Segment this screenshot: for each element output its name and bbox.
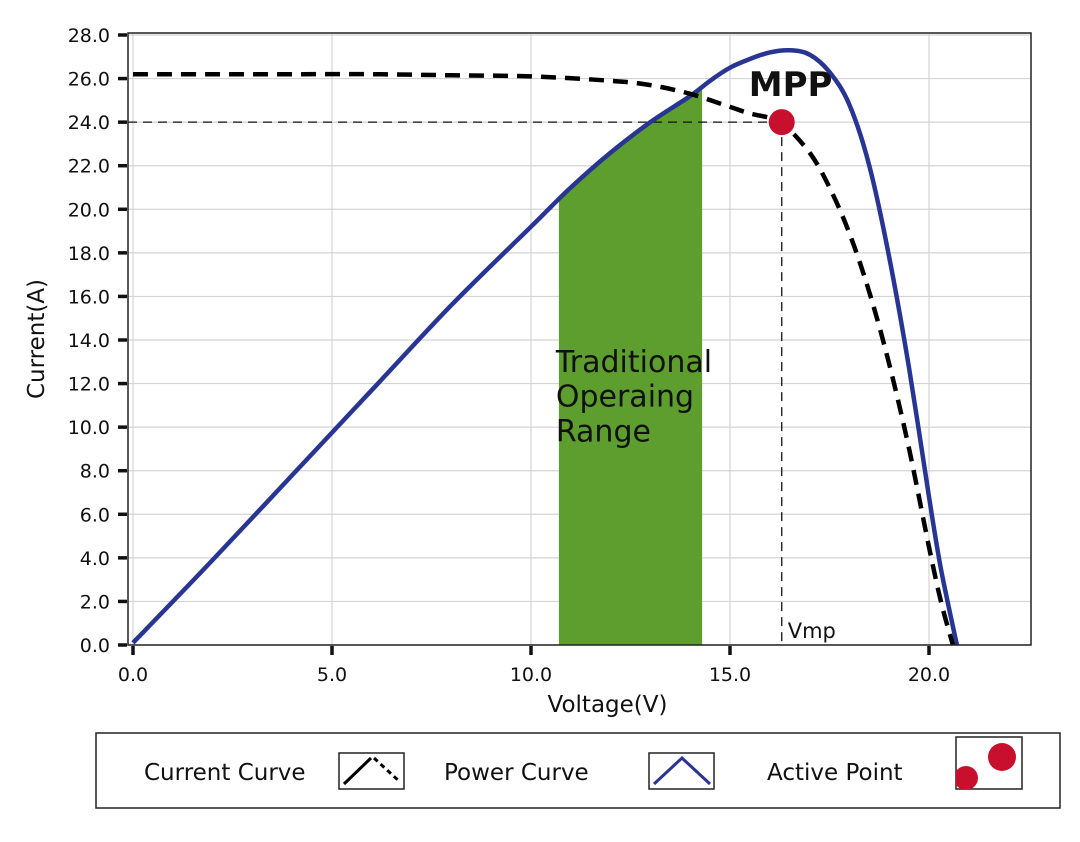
y-tick-label: 20.0 bbox=[68, 199, 110, 221]
y-tick-label: 6.0 bbox=[80, 504, 110, 526]
active-point-marker bbox=[768, 109, 795, 136]
y-tick-label: 28.0 bbox=[68, 25, 110, 47]
vmp-label: Vmp bbox=[788, 619, 836, 643]
current-curve-line bbox=[133, 71, 956, 646]
range-label-line-2: Operaing bbox=[556, 380, 694, 415]
y-tick-label: 16.0 bbox=[68, 286, 110, 308]
x-tick-label: 0.0 bbox=[118, 664, 148, 686]
y-tick-label: 14.0 bbox=[68, 330, 110, 352]
x-axis-title: Voltage(V) bbox=[548, 692, 668, 718]
mpp-guides bbox=[128, 121, 783, 645]
x-tick-label: 15.0 bbox=[709, 664, 751, 686]
y-tick-label: 24.0 bbox=[68, 112, 110, 134]
mpp-label: MPP bbox=[749, 65, 833, 105]
legend-label-current: Current Curve bbox=[144, 760, 306, 786]
legend-label-power: Power Curve bbox=[444, 760, 589, 786]
traditional-range-area bbox=[558, 86, 703, 645]
y-tick-label: 4.0 bbox=[80, 548, 110, 570]
y-tick-label: 10.0 bbox=[68, 417, 110, 439]
y-axis-title: Current(A) bbox=[24, 279, 50, 399]
legend: Current Curve Power Curve Active Point bbox=[95, 732, 1061, 809]
x-tick-label: 10.0 bbox=[510, 664, 552, 686]
y-tick-label: 12.0 bbox=[68, 374, 110, 396]
y-tick-label: 0.0 bbox=[80, 635, 110, 657]
legend-swatch-active bbox=[955, 736, 1023, 790]
range-label-line-1: Traditional bbox=[555, 345, 712, 380]
axis-ticks: 0.0 2.0 4.0 6.0 8.0 10.0 12.0 14.0 16.0 18.0 20.0 2… bbox=[68, 25, 950, 686]
y-tick-label: 22.0 bbox=[68, 156, 110, 178]
y-tick-label: 2.0 bbox=[80, 591, 110, 613]
legend-label-active: Active Point bbox=[767, 760, 903, 786]
y-tick-label: 26.0 bbox=[68, 69, 110, 91]
legend-swatch-power bbox=[648, 752, 715, 790]
legend-frame bbox=[95, 732, 1061, 809]
x-tick-label: 5.0 bbox=[317, 664, 347, 686]
legend-swatch-current bbox=[338, 752, 405, 790]
power-curve-line bbox=[131, 47, 960, 646]
y-tick-label: 18.0 bbox=[68, 243, 110, 265]
y-tick-label: 8.0 bbox=[80, 461, 110, 483]
plot-frame bbox=[127, 32, 1032, 646]
x-tick-label: 20.0 bbox=[908, 664, 950, 686]
range-label-line-3: Range bbox=[556, 415, 651, 450]
